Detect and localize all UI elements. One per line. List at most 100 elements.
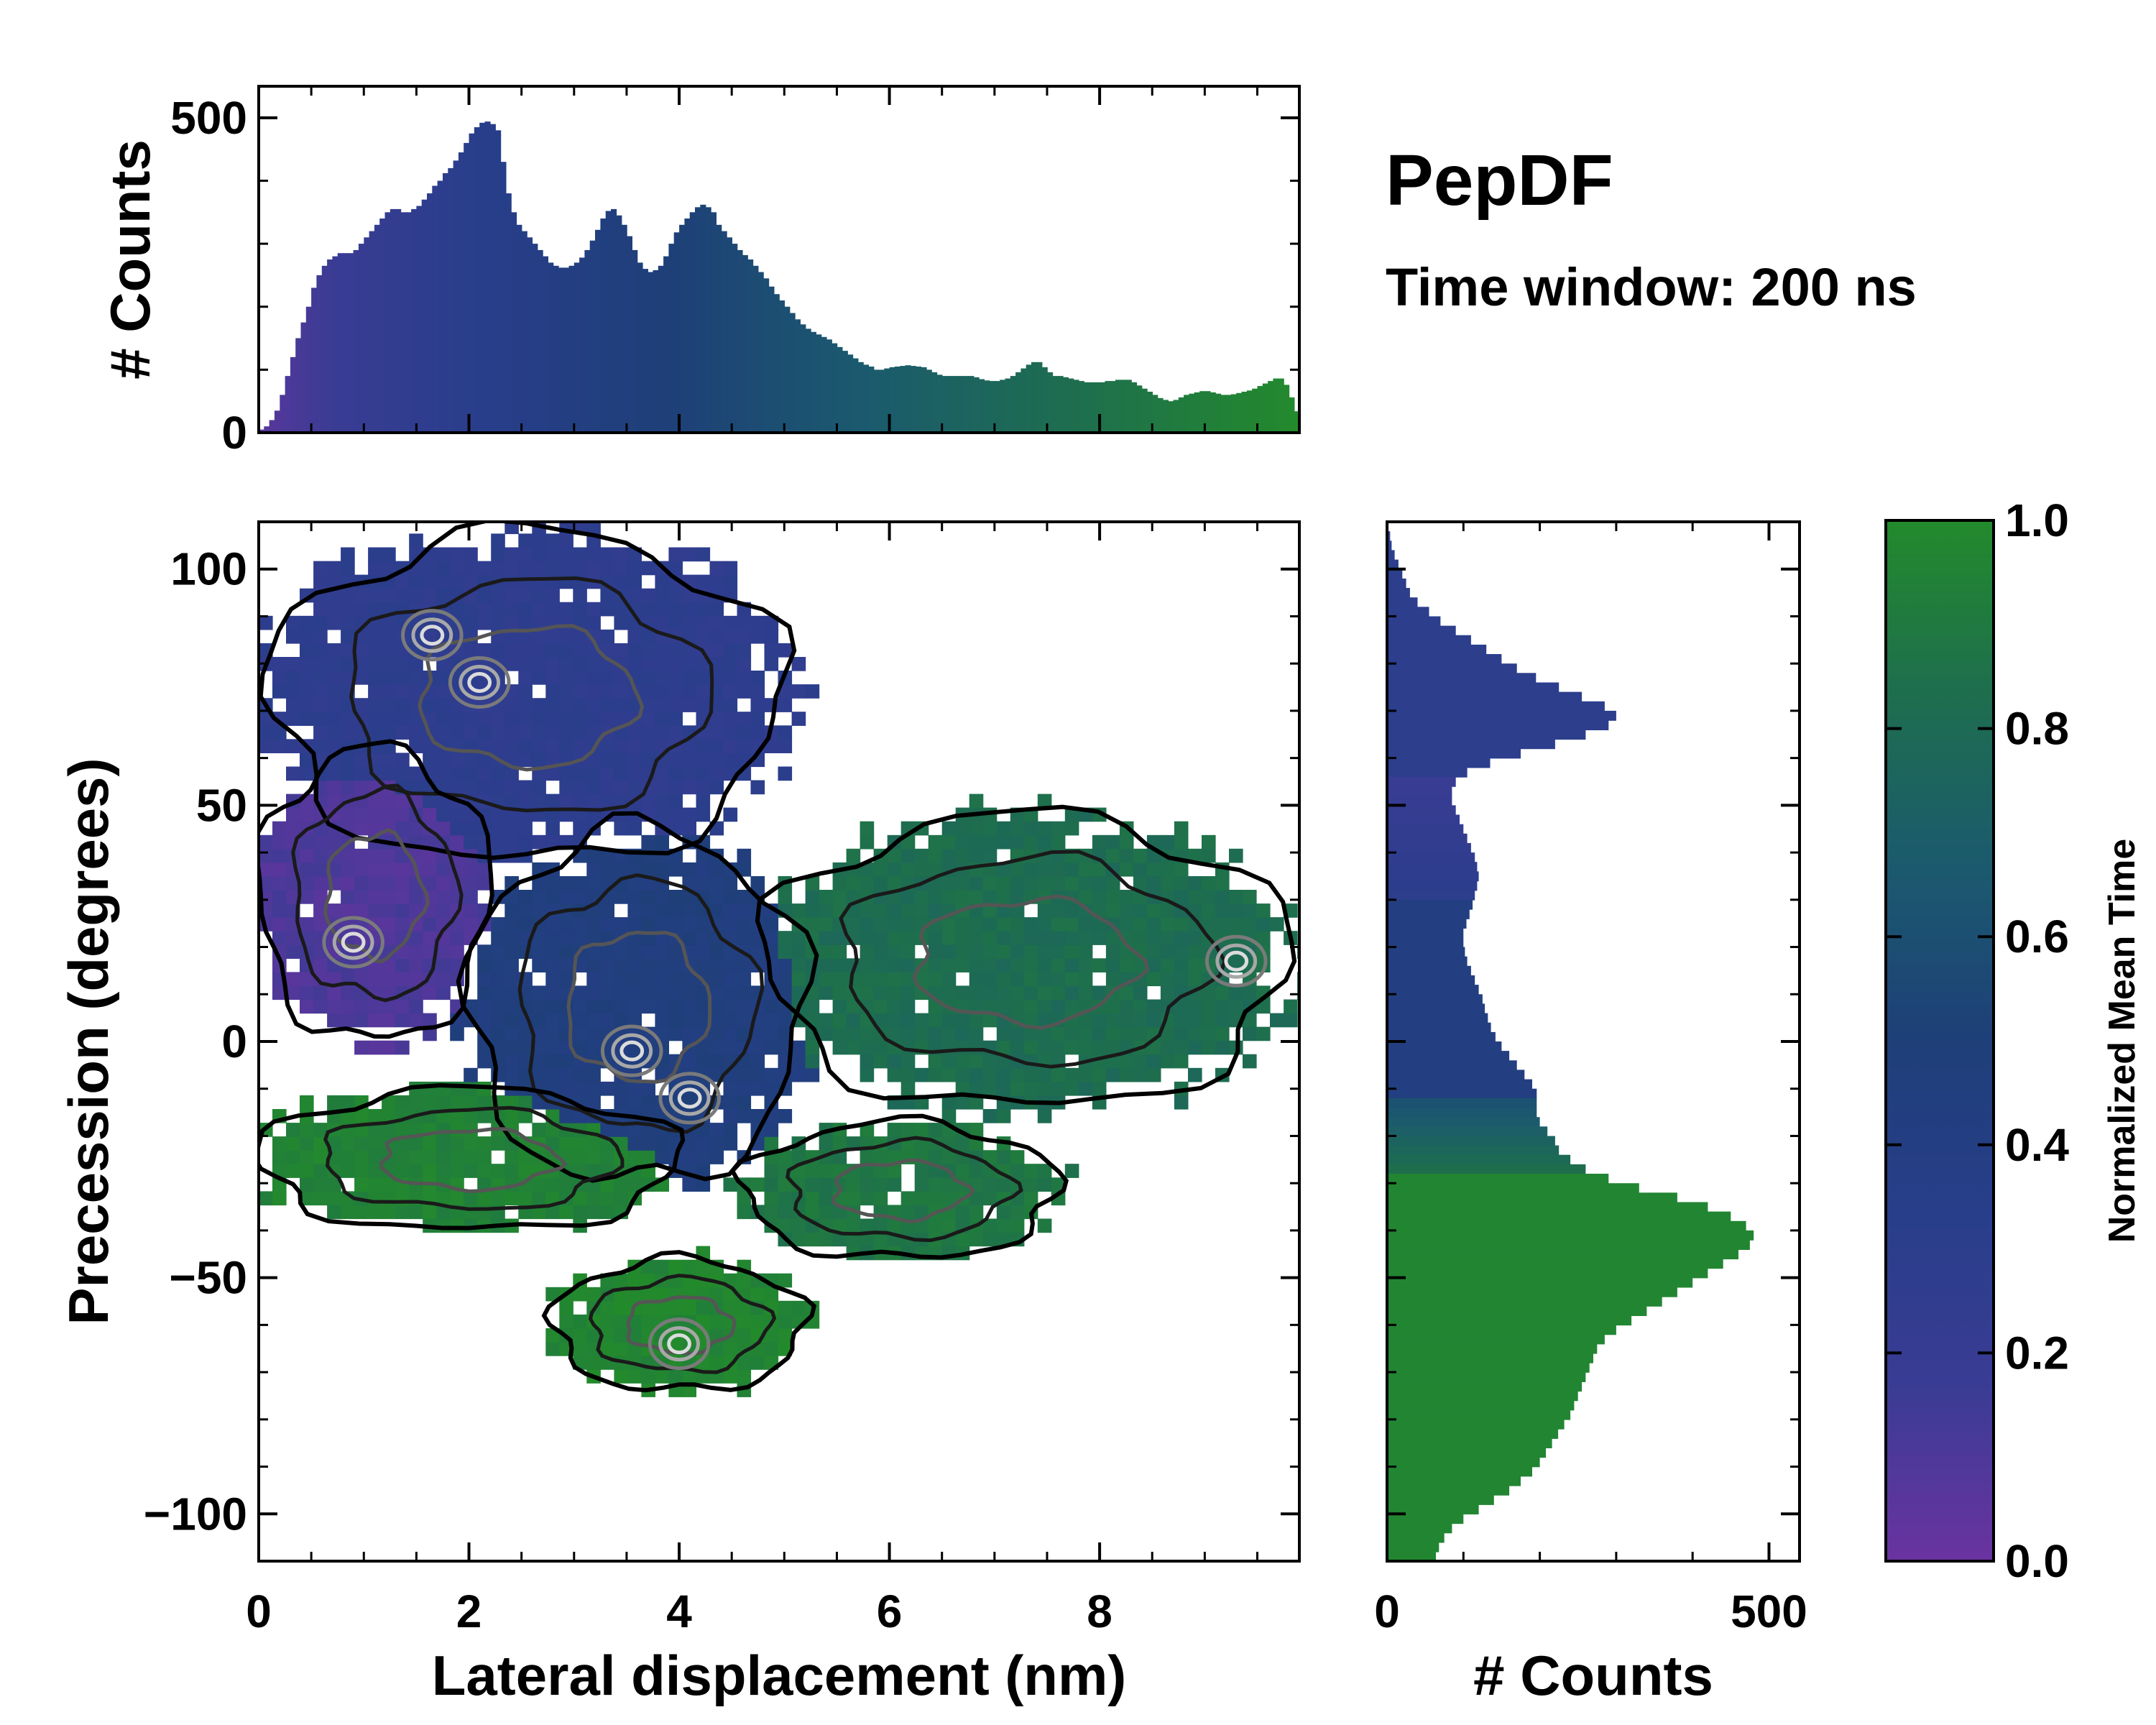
heatmap-cell bbox=[327, 671, 341, 685]
heatmap-cell bbox=[778, 698, 793, 712]
heatmap-cell bbox=[1133, 917, 1148, 932]
top-histogram-bar bbox=[710, 212, 717, 433]
right-histogram-bar bbox=[1387, 833, 1468, 844]
top-histogram-bar bbox=[1157, 397, 1164, 433]
top-histogram-bar bbox=[1289, 397, 1295, 433]
heatmap-cell bbox=[545, 1054, 560, 1069]
heatmap-cell bbox=[354, 821, 369, 836]
heatmap-cell bbox=[464, 766, 478, 781]
heatmap-cell bbox=[778, 958, 793, 972]
top-histogram-bar bbox=[495, 130, 502, 433]
heatmap-cell bbox=[696, 794, 711, 809]
heatmap-cell bbox=[764, 1067, 779, 1082]
heatmap-cell bbox=[450, 712, 464, 726]
heatmap-cell bbox=[450, 1136, 464, 1151]
top-histogram-bar bbox=[658, 265, 664, 433]
heatmap-cell bbox=[313, 1164, 328, 1178]
heatmap-cell bbox=[464, 780, 478, 795]
top-histogram-bar bbox=[295, 338, 302, 433]
x-tick-label: 6 bbox=[877, 1586, 903, 1637]
heatmap-cell bbox=[750, 1109, 765, 1123]
heatmap-cell bbox=[382, 807, 396, 822]
heatmap-cell bbox=[709, 999, 724, 1014]
heatmap-cell bbox=[586, 698, 601, 712]
top-histogram-bar bbox=[857, 362, 864, 433]
heatmap-cell bbox=[737, 917, 752, 932]
top-histogram-bar bbox=[695, 207, 701, 433]
right-histogram-bar bbox=[1387, 890, 1475, 901]
heatmap-cell bbox=[327, 643, 341, 658]
right-histogram-bar bbox=[1387, 1722, 1463, 1725]
heatmap-cell bbox=[723, 1342, 738, 1356]
heatmap-cell bbox=[600, 985, 614, 1000]
top-histogram-bar bbox=[542, 256, 548, 433]
heatmap-cell bbox=[341, 876, 355, 891]
heatmap-cell bbox=[313, 602, 328, 617]
heatmap-cell bbox=[341, 890, 355, 904]
heatmap-cell bbox=[436, 1136, 451, 1151]
heatmap-cell bbox=[395, 807, 410, 822]
heatmap-cell bbox=[395, 890, 410, 904]
heatmap-cell bbox=[423, 561, 437, 576]
heatmap-cell bbox=[791, 1150, 806, 1164]
heatmap-cell bbox=[477, 561, 492, 576]
heatmap-cell bbox=[1023, 972, 1038, 987]
heatmap-cell bbox=[327, 698, 341, 712]
top-histogram-bar bbox=[752, 265, 759, 433]
heatmap-cell bbox=[750, 944, 765, 959]
heatmap-cell bbox=[819, 1177, 834, 1192]
heatmap-cell bbox=[313, 739, 328, 753]
heatmap-cell bbox=[627, 766, 642, 781]
heatmap-cell bbox=[1174, 1040, 1189, 1055]
heatmap-cell bbox=[778, 1300, 793, 1315]
top-histogram-bar bbox=[464, 142, 470, 433]
heatmap-cell bbox=[750, 1054, 765, 1069]
heatmap-cell bbox=[477, 615, 492, 630]
heatmap-cell bbox=[532, 574, 546, 589]
heatmap-cell bbox=[600, 1123, 614, 1137]
heatmap-cell bbox=[505, 958, 519, 972]
heatmap-cell bbox=[641, 1369, 655, 1384]
heatmap-cell bbox=[1160, 1040, 1175, 1055]
right-histogram-bar bbox=[1387, 786, 1452, 796]
top-histogram-bar bbox=[894, 367, 900, 433]
heatmap-cell bbox=[600, 766, 614, 781]
heatmap-cell bbox=[545, 1205, 560, 1220]
heatmap-cell bbox=[559, 712, 573, 726]
heatmap-cell bbox=[1105, 1026, 1120, 1041]
top-histogram-bar bbox=[484, 121, 491, 433]
heatmap-cell bbox=[791, 684, 806, 699]
heatmap-cell bbox=[900, 1026, 916, 1041]
heatmap-cell bbox=[382, 712, 396, 726]
heatmap-cell bbox=[1119, 958, 1134, 972]
heatmap-cell bbox=[313, 848, 328, 863]
heatmap-cell bbox=[791, 972, 806, 987]
right-histogram-bar bbox=[1387, 758, 1491, 768]
heatmap-cell bbox=[545, 712, 560, 726]
heatmap-cell bbox=[709, 1314, 724, 1329]
region-contour bbox=[566, 930, 712, 1084]
heatmap-cell bbox=[436, 862, 451, 877]
top-histogram-bar bbox=[311, 288, 318, 433]
heatmap-cell bbox=[819, 1026, 834, 1041]
heatmap-cell bbox=[1215, 999, 1230, 1014]
heatmap-cell bbox=[368, 684, 382, 699]
heatmap-cell bbox=[1133, 903, 1148, 918]
heatmap-cell bbox=[272, 931, 287, 945]
heatmap-cell bbox=[873, 944, 888, 959]
heatmap-cell bbox=[1105, 903, 1120, 918]
heatmap-cell bbox=[627, 1287, 642, 1302]
heatmap-cell bbox=[464, 1191, 478, 1206]
heatmap-cell bbox=[737, 862, 752, 877]
heatmap-cell bbox=[382, 643, 396, 658]
heatmap-cell bbox=[723, 890, 738, 904]
heatmap-cell bbox=[928, 944, 943, 959]
top-histogram-bar bbox=[963, 376, 969, 433]
heatmap-cell bbox=[887, 903, 902, 918]
heatmap-cell bbox=[860, 903, 875, 918]
heatmap-cell bbox=[368, 1123, 382, 1137]
heatmap-cell bbox=[600, 1314, 614, 1329]
heatmap-cell bbox=[600, 1013, 614, 1028]
heatmap-cell bbox=[709, 1026, 724, 1041]
heatmap-cell bbox=[286, 944, 300, 959]
